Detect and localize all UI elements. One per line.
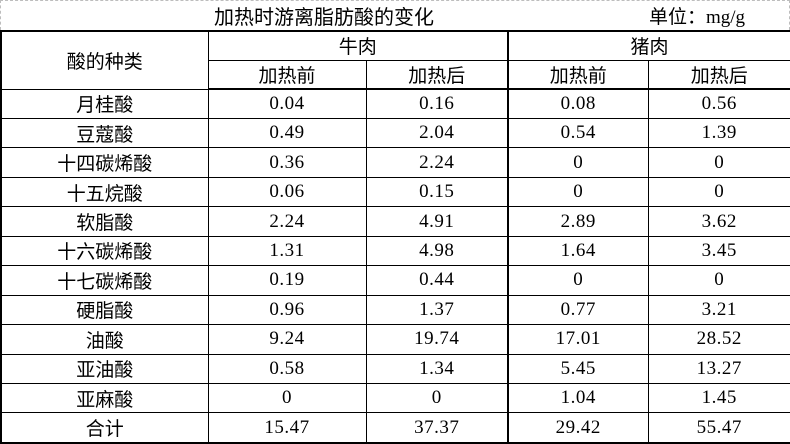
value-cell: 1.31	[207, 235, 367, 267]
value-cell: 0	[647, 176, 790, 208]
value-cell: 1.64	[507, 235, 649, 267]
value-cell: 1.39	[647, 117, 790, 149]
subcol-pork-after: 加热后	[647, 59, 790, 90]
table-row: 十四碳烯酸 0.36 2.24 0 0	[0, 147, 790, 178]
value-cell: 0.16	[365, 88, 509, 119]
value-cell: 0	[207, 383, 367, 414]
value-cell: 3.21	[647, 294, 790, 326]
acid-name-cell: 十五烷酸	[0, 176, 209, 208]
acid-name-cell: 合计	[0, 412, 209, 444]
value-cell: 55.47	[647, 412, 790, 444]
acid-name-cell: 软脂酸	[0, 206, 209, 237]
table-row: 亚油酸 0.58 1.34 5.45 13.27	[0, 353, 790, 385]
value-cell: 0	[365, 383, 509, 414]
subcol-beef-before: 加热前	[207, 59, 367, 90]
title-row: 加热时游离脂肪酸的变化 单位：mg/g	[0, 0, 790, 30]
table-row: 十五烷酸 0.06 0.15 0 0	[0, 176, 790, 208]
value-cell: 0	[507, 265, 649, 296]
value-cell: 4.98	[365, 235, 509, 267]
acid-name-cell: 亚麻酸	[0, 383, 209, 414]
fatty-acid-table: 酸的种类 牛肉 猪肉 加热前 加热后 加热前 加热后 月桂酸 0.04 0.16 0.…	[0, 30, 790, 444]
value-cell: 0.49	[207, 117, 367, 149]
value-cell: 13.27	[647, 353, 790, 385]
value-cell: 1.34	[365, 353, 509, 385]
value-cell: 17.01	[507, 324, 649, 355]
value-cell: 0	[647, 147, 790, 178]
row-header-cell: 酸的种类	[0, 30, 209, 90]
value-cell: 28.52	[647, 324, 790, 355]
table-title: 加热时游离脂肪酸的变化	[214, 7, 434, 29]
value-cell: 2.24	[365, 147, 509, 178]
acid-name-cell: 十七碳烯酸	[0, 265, 209, 296]
acid-name-cell: 硬脂酸	[0, 294, 209, 326]
value-cell: 0.08	[507, 88, 649, 119]
table-row: 豆蔻酸 0.49 2.04 0.54 1.39	[0, 117, 790, 149]
table-row: 软脂酸 2.24 4.91 2.89 3.62	[0, 206, 790, 237]
value-cell: 3.45	[647, 235, 790, 267]
col-group-pork: 猪肉	[507, 30, 790, 61]
group-header-row: 酸的种类 牛肉 猪肉	[0, 30, 790, 90]
value-cell: 1.45	[647, 383, 790, 414]
value-cell: 0.77	[507, 294, 649, 326]
value-cell: 9.24	[207, 324, 367, 355]
value-cell: 2.24	[207, 206, 367, 237]
value-cell: 2.04	[365, 117, 509, 149]
value-cell: 2.89	[507, 206, 649, 237]
value-cell: 29.42	[507, 412, 649, 444]
value-cell: 0.96	[207, 294, 367, 326]
acid-name-cell: 月桂酸	[0, 88, 209, 119]
value-cell: 0.54	[507, 117, 649, 149]
value-cell: 0.44	[365, 265, 509, 296]
table-row: 月桂酸 0.04 0.16 0.08 0.56	[0, 88, 790, 119]
value-cell: 0	[647, 265, 790, 296]
value-cell: 0.04	[207, 88, 367, 119]
value-cell: 37.37	[365, 412, 509, 444]
value-cell: 0.58	[207, 353, 367, 385]
value-cell: 5.45	[507, 353, 649, 385]
value-cell: 0	[507, 176, 649, 208]
total-row: 合计 15.47 37.37 29.42 55.47	[0, 412, 790, 444]
acid-name-cell: 十四碳烯酸	[0, 147, 209, 178]
value-cell: 0.15	[365, 176, 509, 208]
value-cell: 3.62	[647, 206, 790, 237]
acid-name-cell: 十六碳烯酸	[0, 235, 209, 267]
value-cell: 0	[507, 147, 649, 178]
unit-label: 单位：mg/g	[648, 7, 746, 28]
value-cell: 0.19	[207, 265, 367, 296]
acid-name-cell: 豆蔻酸	[0, 117, 209, 149]
value-cell: 15.47	[207, 412, 367, 444]
value-cell: 0.56	[647, 88, 790, 119]
subcol-beef-after: 加热后	[365, 59, 509, 90]
subcol-pork-before: 加热前	[507, 59, 649, 90]
table-row: 十六碳烯酸 1.31 4.98 1.64 3.45	[0, 235, 790, 267]
sub-header-row: 加热前 加热后 加热前 加热后	[1, 59, 790, 90]
value-cell: 19.74	[365, 324, 509, 355]
acid-name-cell: 油酸	[0, 324, 209, 355]
table-row: 亚麻酸 0 0 1.04 1.45	[0, 383, 790, 414]
value-cell: 4.91	[365, 206, 509, 237]
table-row: 硬脂酸 0.96 1.37 0.77 3.21	[0, 294, 790, 326]
value-cell: 1.04	[507, 383, 649, 414]
value-cell: 0.36	[207, 147, 367, 178]
value-cell: 1.37	[365, 294, 509, 326]
table-row: 油酸 9.24 19.74 17.01 28.52	[0, 324, 790, 355]
col-group-beef: 牛肉	[207, 30, 509, 61]
acid-name-cell: 亚油酸	[0, 353, 209, 385]
table-row: 十七碳烯酸 0.19 0.44 0 0	[0, 265, 790, 296]
value-cell: 0.06	[207, 176, 367, 208]
